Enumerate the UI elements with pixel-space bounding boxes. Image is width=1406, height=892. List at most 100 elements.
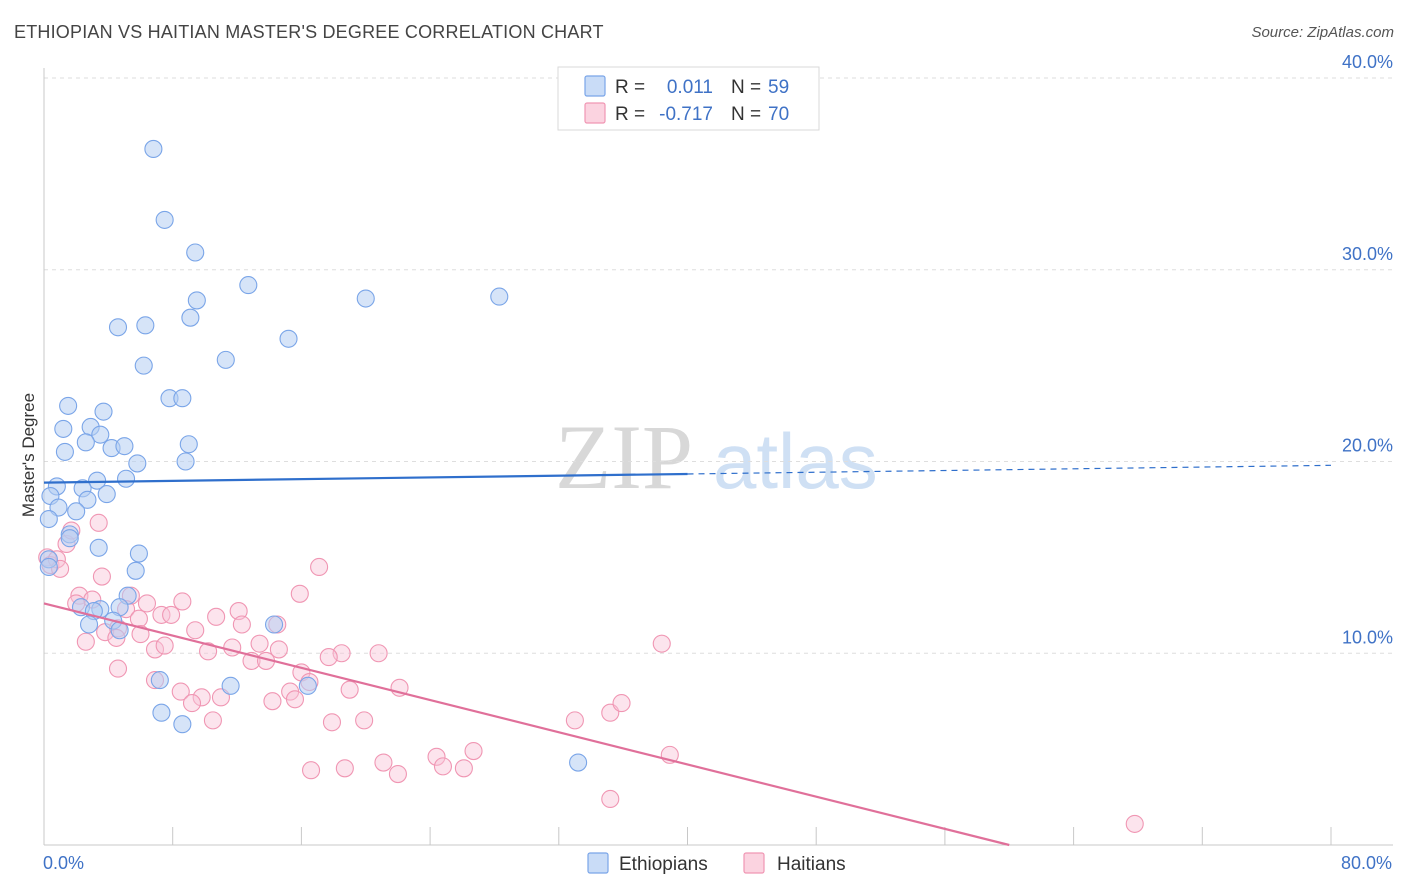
legend-r-value-1: 0.011 [667,77,713,98]
ethiopians-point [356,289,375,308]
series-swatch-haitians [743,852,765,874]
haitians-points [38,513,1144,833]
ethiopians-point [59,396,78,415]
ethiopians-point [76,433,95,452]
haitians-point [601,789,620,809]
haitians-point [433,757,453,776]
haitians-point [155,636,174,655]
ethiopians-trend-extension [687,464,1332,475]
series-label-haitians: Haitians [777,854,846,875]
ethiopians-point [265,615,284,634]
y-axis-label: Master's Degree [19,393,38,517]
haitians-point [565,711,584,730]
haitians-point [250,634,269,653]
ethiopians-point [181,308,200,327]
ethiopians-point [60,529,79,548]
haitians-point [92,567,111,586]
ethiopians-point [126,561,145,580]
haitians-trend-line [43,602,1010,847]
ethiopians-point [115,437,134,456]
haitians-point [108,659,128,678]
haitians-point [340,680,359,699]
ethiopians-point [298,676,317,695]
watermark-zip: ZIP [555,406,693,508]
ethiopians-point [216,350,235,369]
haitians-point [355,711,374,730]
haitians-point [1125,814,1144,833]
ethiopians-point [176,452,195,471]
series-label-ethiopians: Ethiopians [619,854,708,875]
haitians-point [310,557,329,577]
ethiopians-point [155,210,174,229]
haitians-point [152,605,171,624]
haitians-point [131,625,150,644]
haitians-point [388,765,407,784]
haitians-point [182,694,202,713]
ethiopians-point [179,435,198,454]
y-tick-label: 40.0% [1342,52,1393,72]
legend-r-value-2: -0.717 [659,104,713,125]
ethiopians-point [97,485,116,504]
haitians-point [369,644,388,663]
haitians-point [290,584,309,603]
haitians-point [232,615,251,634]
legend-n-label-1: N = [731,77,761,98]
haitians-point [374,753,393,772]
ethiopians-point [78,490,97,509]
y-tick-label: 20.0% [1342,436,1393,456]
haitians-point [145,640,165,659]
ethiopians-point [239,276,258,295]
ethiopians-point [54,419,73,438]
haitians-point [207,607,226,626]
ethiopians-point [39,557,58,577]
haitians-point [229,602,248,621]
haitians-point [464,741,483,761]
legend-swatch-haitians [584,102,606,124]
series-legend[interactable]: Ethiopians Haitians [587,852,846,875]
ethiopians-point [67,502,86,521]
ethiopians-point [39,509,58,529]
axes [43,68,1393,846]
haitians-point [285,690,305,709]
source-label: Source: ZipAtlas.com [1251,24,1394,41]
ethiopians-point [89,538,108,557]
haitians-point [199,642,218,661]
ethiopians-point [94,402,113,421]
y-tick-label: 30.0% [1342,244,1393,264]
ethiopians-point [173,389,192,408]
haitians-point [173,592,192,611]
chart-title: ETHIOPIAN VS HAITIAN MASTER'S DEGREE COR… [14,22,604,42]
haitians-point [162,605,181,624]
ethiopians-point [173,715,192,734]
haitians-point [89,513,108,532]
haitians-point [223,638,242,657]
watermark: ZIP atlas [555,406,878,508]
ethiopians-point [490,287,509,306]
ethiopians-points [39,139,588,772]
x-tick-label-max: 80.0% [1341,853,1392,873]
ethiopians-point [221,676,240,695]
ethiopians-point [186,243,205,262]
y-tick-label: 10.0% [1342,627,1393,647]
haitians-point [171,682,190,701]
legend-swatch-ethiopians [584,75,606,97]
haitians-point [76,632,95,651]
haitians-point [186,621,205,640]
haitians-point [652,634,671,653]
ethiopians-point [55,442,74,461]
ethiopians-trend-line [43,472,688,484]
ethiopians-point [569,753,588,772]
legend-r-label-1: R = [615,77,645,98]
ethiopians-point [144,139,163,158]
ethiopians-point [136,316,155,335]
haitians-point [263,692,282,711]
haitians-point [137,594,157,613]
ethiopians-point [150,671,169,690]
ethiopians-point [79,615,99,634]
haitians-point [192,688,211,707]
haitians-point [302,761,321,780]
x-tick-label-min: 0.0% [43,853,84,873]
haitians-point [203,711,222,730]
correlation-legend: R = 0.011 N = 59 R = -0.717 N = 70 [557,66,820,131]
ethiopians-point [187,291,206,310]
